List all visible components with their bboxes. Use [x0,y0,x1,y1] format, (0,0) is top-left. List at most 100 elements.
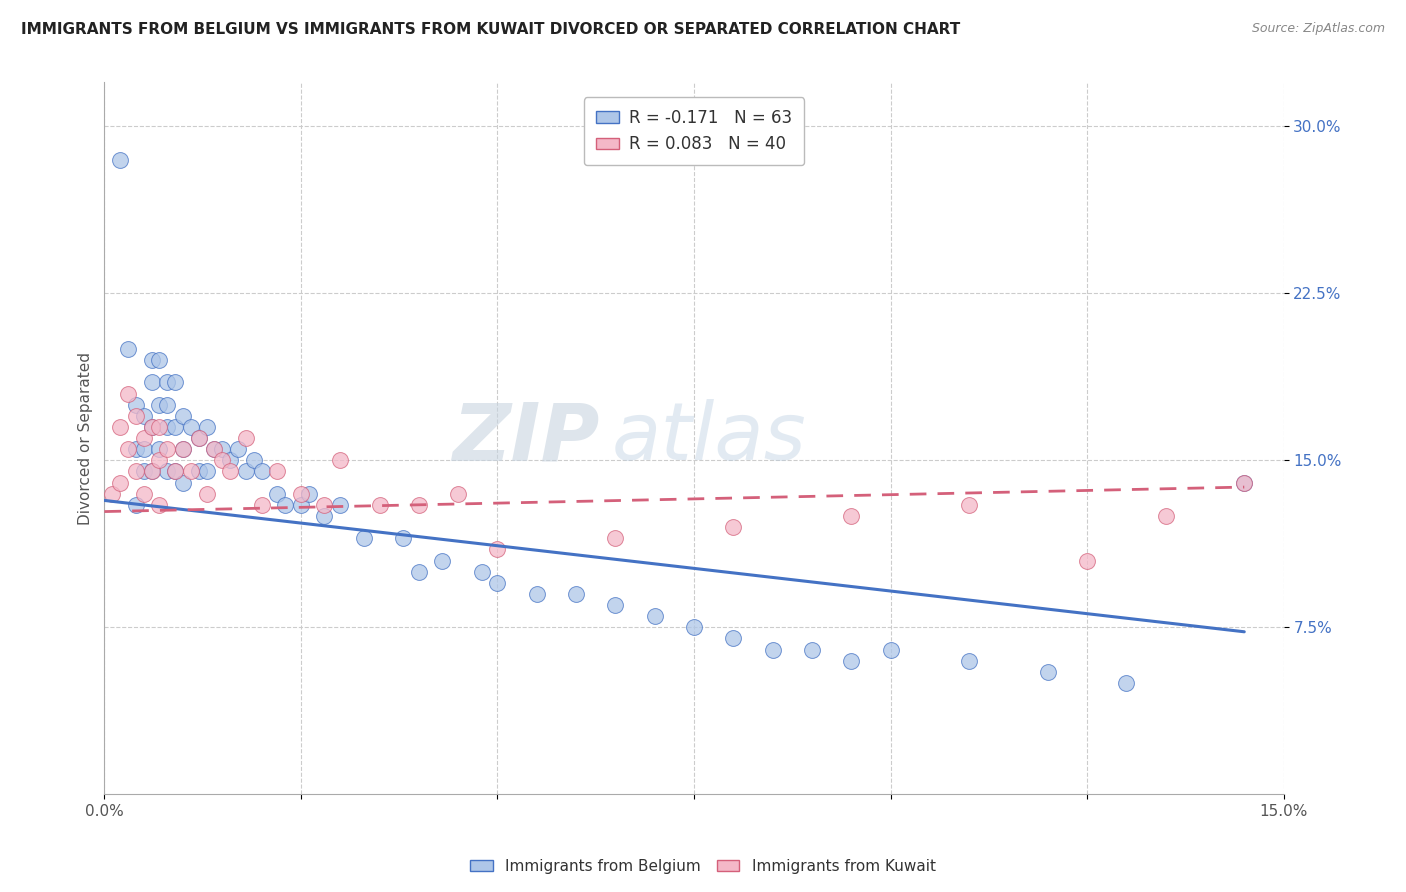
Point [235,465,257,479]
Point [148,442,170,457]
Point [314,508,336,523]
Point [187,465,209,479]
Point [526,587,548,601]
Point [957,498,980,512]
Text: atlas: atlas [612,399,806,477]
Point [148,498,170,512]
Point [219,465,242,479]
Point [125,465,148,479]
Point [839,508,862,523]
Point [180,420,202,434]
Point [141,420,163,434]
Point [290,498,312,512]
Point [290,487,312,501]
Point [605,531,627,545]
Point [329,453,352,467]
Point [132,442,155,457]
Point [172,442,194,457]
Point [235,431,257,445]
Point [165,420,187,434]
Point [565,587,588,601]
Point [132,409,155,423]
Point [141,420,163,434]
Point [125,409,148,423]
Point [1233,475,1256,490]
Point [187,431,209,445]
Point [250,498,273,512]
Text: Source: ZipAtlas.com: Source: ZipAtlas.com [1251,22,1385,36]
Point [125,498,148,512]
Point [1233,475,1256,490]
Point [165,376,187,390]
Point [148,420,170,434]
Point [408,565,430,579]
Point [132,431,155,445]
Point [761,642,783,657]
Point [204,442,226,457]
Point [957,654,980,668]
Point [187,431,209,445]
Point [447,487,470,501]
Point [211,453,233,467]
Point [172,409,194,423]
Point [432,553,454,567]
Point [195,487,218,501]
Point [879,642,901,657]
Point [141,353,163,368]
Point [156,442,179,457]
Point [117,342,139,356]
Point [266,487,288,501]
Point [148,453,170,467]
Point [195,465,218,479]
Point [408,498,430,512]
Point [165,465,187,479]
Point [141,465,163,479]
Point [368,498,391,512]
Point [644,609,666,624]
Point [486,575,509,590]
Point [392,531,415,545]
Point [800,642,823,657]
Point [226,442,249,457]
Point [1115,676,1137,690]
Point [1076,553,1098,567]
Point [250,465,273,479]
Point [156,376,179,390]
Point [148,398,170,412]
Point [723,632,745,646]
Point [156,420,179,434]
Point [172,475,194,490]
Legend: R = -0.171   N = 63, R = 0.083   N = 40: R = -0.171 N = 63, R = 0.083 N = 40 [583,97,804,165]
Point [1036,665,1059,679]
Point [274,498,297,512]
Point [141,465,163,479]
Point [195,420,218,434]
Point [211,442,233,457]
Point [1154,508,1177,523]
Point [132,465,155,479]
Point [101,487,124,501]
Point [683,620,706,634]
Point [605,598,627,612]
Point [219,453,242,467]
Point [172,442,194,457]
Point [723,520,745,534]
Point [132,487,155,501]
Point [125,398,148,412]
Point [298,487,321,501]
Text: ZIP: ZIP [453,399,599,477]
Point [156,398,179,412]
Point [148,353,170,368]
Point [353,531,375,545]
Point [117,442,139,457]
Point [839,654,862,668]
Point [329,498,352,512]
Point [471,565,494,579]
Point [266,465,288,479]
Point [117,386,139,401]
Point [204,442,226,457]
Point [125,442,148,457]
Point [108,153,131,167]
Point [242,453,264,467]
Text: IMMIGRANTS FROM BELGIUM VS IMMIGRANTS FROM KUWAIT DIVORCED OR SEPARATED CORRELAT: IMMIGRANTS FROM BELGIUM VS IMMIGRANTS FR… [21,22,960,37]
